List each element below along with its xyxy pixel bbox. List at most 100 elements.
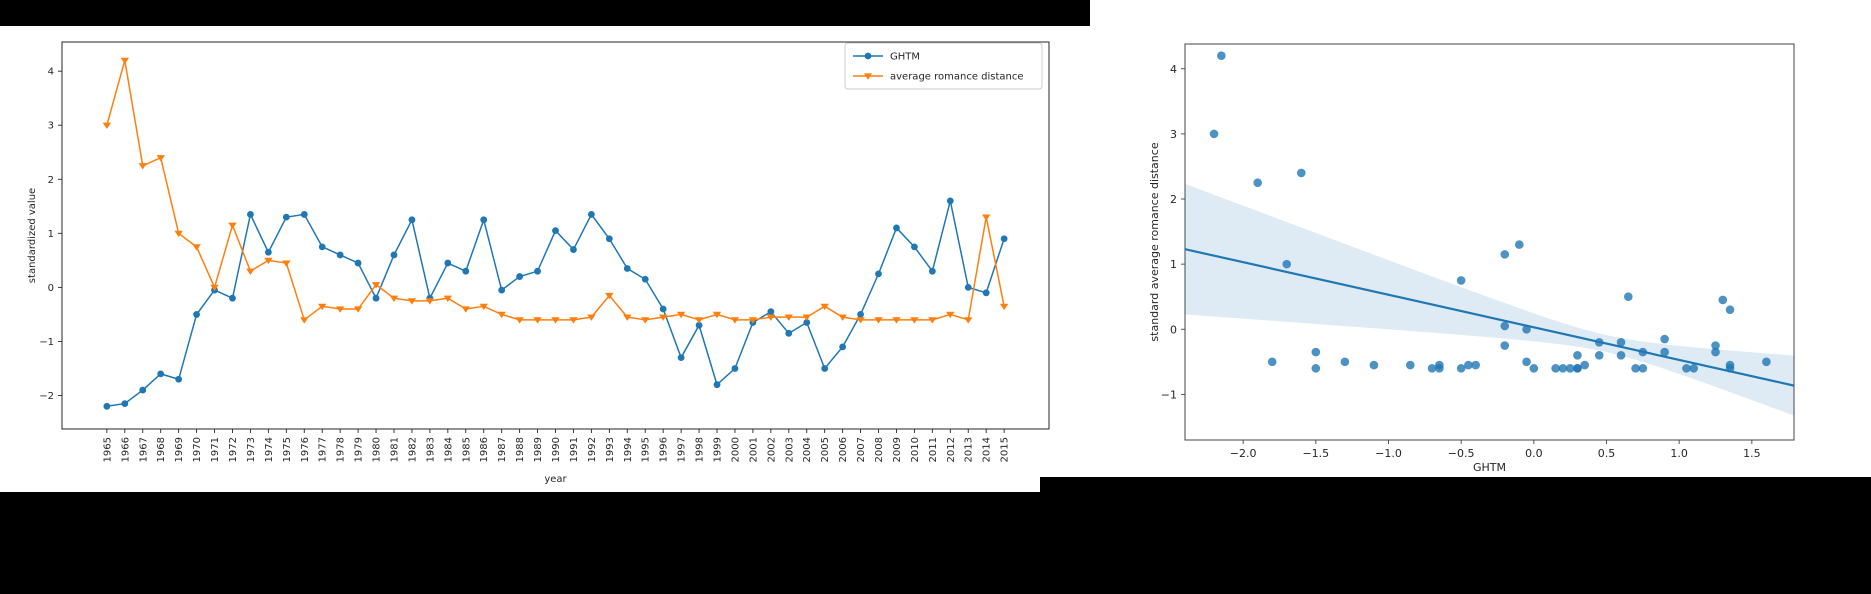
scatter-point bbox=[1311, 364, 1321, 373]
x-tick-label: −2.0 bbox=[1230, 447, 1257, 460]
scatter-point bbox=[1500, 341, 1510, 350]
ghtm-marker bbox=[893, 224, 900, 232]
scatter-point bbox=[1558, 364, 1568, 373]
scatter-point bbox=[1514, 240, 1524, 249]
ghtm-marker bbox=[857, 311, 864, 318]
x-tick-label: 0.5 bbox=[1598, 447, 1616, 460]
romance-marker bbox=[838, 314, 847, 321]
x-tick-label: 2001 bbox=[748, 437, 759, 462]
ghtm-marker bbox=[264, 248, 272, 256]
scatter-point bbox=[1427, 364, 1437, 373]
x-tick-label: 1989 bbox=[533, 437, 544, 462]
axes-frame bbox=[1184, 43, 1795, 441]
y-tick-label: 0 bbox=[48, 283, 54, 294]
x-tick-label: 1.5 bbox=[1743, 447, 1761, 460]
ghtm-marker bbox=[247, 211, 254, 218]
ghtm-marker bbox=[229, 294, 236, 302]
x-tick-label: 2011 bbox=[928, 437, 939, 462]
romance-marker bbox=[120, 57, 130, 65]
y-tick-label: −2 bbox=[39, 391, 54, 402]
x-tick-label: 2006 bbox=[838, 437, 849, 462]
y-tick-label: 0 bbox=[1170, 323, 1177, 336]
scatter-point bbox=[1529, 364, 1539, 373]
x-tick-label: 1966 bbox=[120, 437, 131, 462]
romance-marker bbox=[605, 292, 614, 300]
scatter-point bbox=[1711, 347, 1720, 357]
scatter-point bbox=[1682, 364, 1691, 373]
ghtm-marker bbox=[516, 273, 524, 280]
scatter-point bbox=[1500, 321, 1510, 331]
x-tick-label: −1.0 bbox=[1375, 447, 1402, 460]
romance-marker bbox=[246, 268, 255, 275]
romance-marker bbox=[874, 317, 883, 324]
romance-marker bbox=[784, 314, 793, 321]
x-tick-label: 1994 bbox=[623, 437, 634, 462]
romance-marker bbox=[102, 122, 112, 130]
x-tick-label: 2015 bbox=[1000, 437, 1011, 462]
x-tick-label: 1970 bbox=[192, 437, 203, 462]
ghtm-marker bbox=[928, 267, 936, 275]
x-tick-label: 1974 bbox=[264, 437, 275, 462]
romance-marker bbox=[389, 295, 399, 302]
ghtm-marker bbox=[282, 213, 290, 221]
legend: GHTM average romance distance bbox=[844, 42, 1043, 90]
scatter-point bbox=[1580, 360, 1590, 370]
ghtm-marker bbox=[552, 227, 559, 235]
ghtm-marker bbox=[623, 265, 631, 272]
ghtm-marker bbox=[964, 283, 972, 291]
ghtm-marker bbox=[803, 319, 811, 326]
ghtm-marker bbox=[372, 294, 380, 302]
ghtm-marker bbox=[139, 386, 147, 394]
romance-marker bbox=[210, 284, 219, 292]
ghtm-marker bbox=[659, 305, 667, 313]
scatter-point bbox=[1616, 338, 1626, 347]
scatter-point bbox=[1500, 250, 1510, 259]
romance-marker bbox=[712, 311, 722, 319]
romance-marker bbox=[497, 311, 506, 319]
scatter-point bbox=[1725, 305, 1735, 315]
x-tick-label: 1984 bbox=[443, 437, 454, 462]
ghtm-marker bbox=[175, 375, 183, 383]
scatter-point bbox=[1464, 360, 1473, 370]
scatter-point bbox=[1638, 364, 1648, 373]
ghtm-marker bbox=[821, 365, 829, 372]
x-tick-label: 0.0 bbox=[1525, 447, 1543, 460]
scatter-point bbox=[1573, 351, 1582, 360]
x-tick-label: 1965 bbox=[102, 437, 113, 462]
x-tick-label: 1982 bbox=[407, 437, 418, 462]
y-axis-label: standardized value bbox=[27, 188, 38, 283]
legend-box bbox=[844, 42, 1043, 90]
ghtm-marker bbox=[444, 259, 452, 267]
scatter-point bbox=[1718, 295, 1728, 305]
scatter-point bbox=[1725, 360, 1735, 370]
x-tick-label: −0.5 bbox=[1448, 447, 1475, 460]
x-tick-label: 1976 bbox=[300, 437, 311, 462]
romance-series-line bbox=[106, 60, 1005, 322]
romance-marker bbox=[479, 303, 488, 311]
x-tick-label: 2000 bbox=[730, 437, 741, 462]
ghtm-marker bbox=[677, 354, 685, 362]
romance-marker bbox=[443, 295, 453, 302]
ghtm-marker bbox=[193, 311, 200, 318]
romance-marker bbox=[156, 155, 165, 162]
ghtm-marker bbox=[480, 216, 488, 224]
ghtm-marker bbox=[336, 251, 344, 259]
legend-circle-marker bbox=[864, 52, 872, 60]
x-tick-label: 2007 bbox=[856, 437, 867, 462]
x-tick-label: 1.0 bbox=[1670, 447, 1688, 460]
x-tick-label: 1985 bbox=[461, 437, 472, 462]
romance-marker bbox=[228, 222, 237, 230]
y-axis-label: standard average romance distance bbox=[1148, 142, 1161, 341]
x-tick-label: 2003 bbox=[784, 437, 795, 462]
romance-marker bbox=[174, 230, 183, 238]
romance-marker bbox=[802, 314, 811, 321]
ghtm-marker bbox=[605, 235, 613, 243]
scatter-point bbox=[1660, 334, 1669, 344]
ghtm-marker bbox=[300, 211, 308, 218]
y-tick-label: 1 bbox=[1170, 258, 1177, 271]
x-tick-label: 1980 bbox=[372, 437, 383, 462]
x-tick-label: 1988 bbox=[515, 437, 526, 462]
romance-marker bbox=[371, 282, 381, 289]
scatter-point bbox=[1340, 357, 1350, 367]
x-tick-label: 2004 bbox=[802, 437, 813, 462]
